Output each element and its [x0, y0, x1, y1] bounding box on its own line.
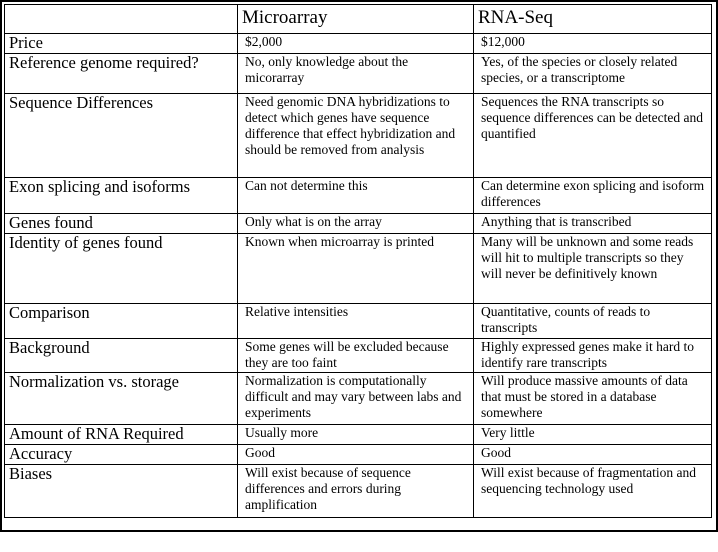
row-label: Amount of RNA Required	[4, 424, 238, 445]
microarray-cell: Normalization is computationally difficu…	[237, 372, 474, 425]
table-row: Price $2,000 $12,000	[4, 33, 712, 54]
row-label: Exon splicing and isoforms	[4, 177, 238, 214]
row-label: Sequence Differences	[4, 93, 238, 178]
rnaseq-cell: Can determine exon splicing and isoform …	[473, 177, 712, 214]
microarray-cell: Usually more	[237, 424, 474, 445]
table-row: Amount of RNA Required Usually more Very…	[4, 424, 712, 445]
rnaseq-cell: Anything that is transcribed	[473, 213, 712, 234]
microarray-cell: Some genes will be excluded because they…	[237, 338, 474, 373]
row-label: Genes found	[4, 213, 238, 234]
row-label: Accuracy	[4, 444, 238, 465]
comparison-table: Microarray RNA-Seq Price $2,000 $12,000 …	[4, 4, 712, 518]
microarray-cell: Relative intensities	[237, 303, 474, 339]
rnaseq-cell: Yes, of the species or closely related s…	[473, 53, 712, 94]
rnaseq-cell: Many will be unknown and some reads will…	[473, 233, 712, 304]
table-row: Accuracy Good Good	[4, 444, 712, 465]
table-row: Normalization vs. storage Normalization …	[4, 372, 712, 425]
rnaseq-cell: Will produce massive amounts of data tha…	[473, 372, 712, 425]
header-empty	[4, 4, 238, 34]
table-row: Biases Will exist because of sequence di…	[4, 464, 712, 518]
rnaseq-cell: Sequences the RNA transcripts so sequenc…	[473, 93, 712, 178]
rnaseq-cell: Very little	[473, 424, 712, 445]
microarray-cell: Known when microarray is printed	[237, 233, 474, 304]
table-row: Background Some genes will be excluded b…	[4, 338, 712, 373]
header-row: Microarray RNA-Seq	[4, 4, 712, 34]
row-label: Identity of genes found	[4, 233, 238, 304]
rnaseq-cell: Quantitative, counts of reads to transcr…	[473, 303, 712, 339]
rnaseq-cell: Good	[473, 444, 712, 465]
microarray-cell: Good	[237, 444, 474, 465]
rnaseq-cell: Will exist because of fragmentation and …	[473, 464, 712, 518]
row-label: Comparison	[4, 303, 238, 339]
microarray-cell: No, only knowledge about the micorarray	[237, 53, 474, 94]
microarray-cell: $2,000	[237, 33, 474, 54]
row-label: Price	[4, 33, 238, 54]
table-row: Identity of genes found Known when micro…	[4, 233, 712, 304]
table-row: Genes found Only what is on the array An…	[4, 213, 712, 234]
microarray-cell: Can not determine this	[237, 177, 474, 214]
row-label: Background	[4, 338, 238, 373]
table-row: Reference genome required? No, only know…	[4, 53, 712, 94]
rnaseq-cell: $12,000	[473, 33, 712, 54]
header-rnaseq: RNA-Seq	[473, 4, 712, 34]
microarray-cell: Only what is on the array	[237, 213, 474, 234]
table-row: Comparison Relative intensities Quantita…	[4, 303, 712, 339]
row-label: Normalization vs. storage	[4, 372, 238, 425]
table-row: Sequence Differences Need genomic DNA hy…	[4, 93, 712, 178]
table-row: Exon splicing and isoforms Can not deter…	[4, 177, 712, 214]
microarray-cell: Will exist because of sequence differenc…	[237, 464, 474, 518]
microarray-cell: Need genomic DNA hybridizations to detec…	[237, 93, 474, 178]
rnaseq-cell: Highly expressed genes make it hard to i…	[473, 338, 712, 373]
row-label: Reference genome required?	[4, 53, 238, 94]
row-label: Biases	[4, 464, 238, 518]
header-microarray: Microarray	[237, 4, 474, 34]
bottom-margin-strip	[0, 530, 718, 552]
